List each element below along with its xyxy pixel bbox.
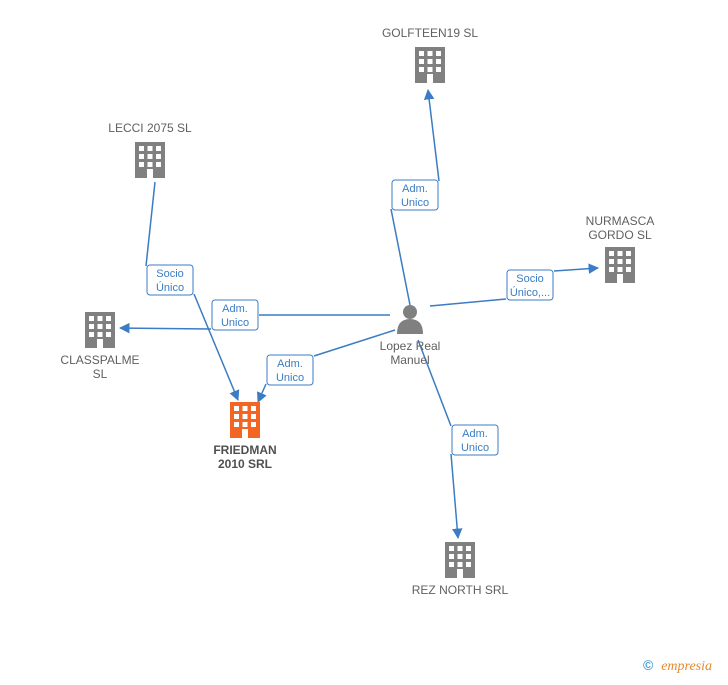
svg-text:Socio: Socio	[516, 273, 544, 285]
svg-text:FRIEDMAN: FRIEDMAN	[213, 443, 276, 457]
company-node-lecci[interactable]	[135, 142, 165, 178]
company-node-classpalme[interactable]	[85, 312, 115, 348]
company-node-friedman[interactable]	[230, 402, 260, 438]
network-diagram: Adm.UnicoSocioÚnico,...Adm.UnicoAdm.Unic…	[0, 0, 728, 685]
svg-text:Único: Único	[156, 281, 184, 294]
svg-text:Unico: Unico	[276, 372, 304, 384]
svg-text:NURMASCA: NURMASCA	[586, 214, 655, 228]
svg-text:Único,...: Único,...	[510, 286, 550, 299]
svg-text:REZ NORTH SRL: REZ NORTH SRL	[412, 583, 509, 597]
svg-text:SL: SL	[93, 367, 108, 381]
company-node-reznorth[interactable]	[445, 542, 475, 578]
svg-text:Adm.: Adm.	[222, 303, 248, 315]
svg-text:Adm.: Adm.	[462, 428, 488, 440]
svg-text:Adm.: Adm.	[277, 358, 303, 370]
svg-text:CLASSPALME: CLASSPALME	[60, 353, 139, 367]
svg-text:Lopez Real: Lopez Real	[380, 339, 441, 353]
svg-text:Socio: Socio	[156, 268, 184, 280]
watermark: © empresia	[643, 657, 712, 675]
svg-text:GOLFTEEN19 SL: GOLFTEEN19 SL	[382, 26, 478, 40]
company-node-nurmasca[interactable]	[605, 247, 635, 283]
copyright-symbol: ©	[643, 657, 653, 673]
company-node-golfteen[interactable]	[415, 47, 445, 83]
svg-text:2010 SRL: 2010 SRL	[218, 457, 272, 471]
person-node[interactable]	[397, 305, 423, 334]
svg-text:Manuel: Manuel	[390, 353, 429, 367]
svg-text:LECCI 2075 SL: LECCI 2075 SL	[108, 121, 192, 135]
svg-text:Unico: Unico	[461, 442, 489, 454]
svg-text:GORDO SL: GORDO SL	[588, 228, 652, 242]
brand-name: empresia	[661, 659, 712, 674]
svg-text:Adm.: Adm.	[402, 183, 428, 195]
svg-text:Unico: Unico	[221, 317, 249, 329]
svg-text:Unico: Unico	[401, 197, 429, 209]
